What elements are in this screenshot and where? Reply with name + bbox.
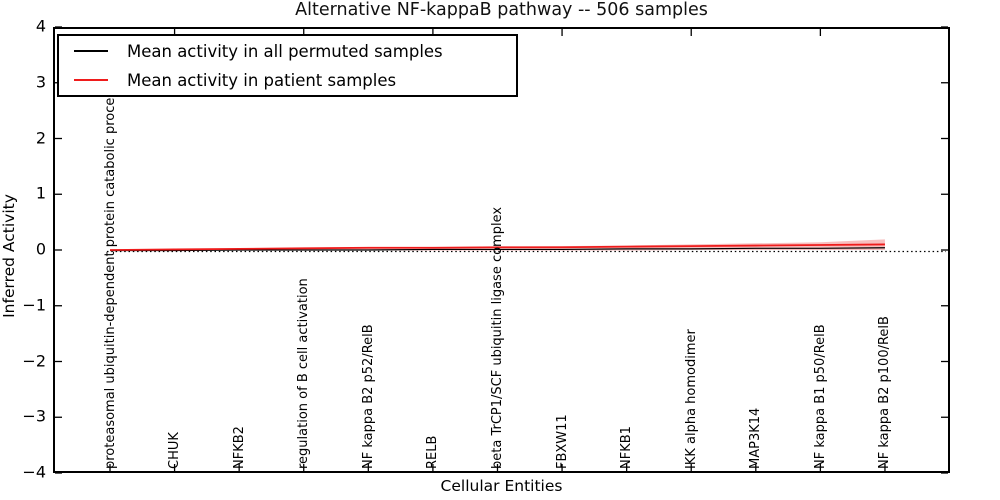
x-tick-label: RELB (425, 435, 441, 469)
chart-title: Alternative NF-kappaB pathway -- 506 sam… (295, 0, 708, 20)
y-tick-label: −1 (22, 295, 46, 315)
x-tick-label: CHUK (167, 432, 183, 469)
legend-line-sample (74, 79, 108, 81)
y-tick-label: −4 (22, 462, 46, 482)
x-tick-label: NFKB2 (231, 426, 247, 469)
x-tick-label: IKK alpha homodimer (683, 329, 699, 469)
y-tick-label: 2 (35, 128, 46, 148)
legend-label: Mean activity in patient samples (127, 70, 397, 90)
y-tick-label: 3 (35, 72, 46, 92)
x-tick-label: MAP3K14 (748, 407, 764, 469)
y-tick-label: 0 (35, 239, 46, 259)
y-tick-label: 4 (35, 16, 46, 36)
y-tick-label: −2 (22, 351, 46, 371)
x-tick-label: NF kappa B2 p52/RelB (360, 324, 376, 469)
legend-box: Mean activity in all permuted samples Mea… (57, 34, 518, 97)
legend-item: Mean activity in all permuted samples (59, 40, 516, 62)
x-tick-label: proteasomal ubiquitin-dependent protein … (102, 84, 118, 469)
legend-item: Mean activity in patient samples (59, 69, 516, 91)
x-tick-label: FBXW11 (554, 414, 570, 469)
x-axis-label: Cellular Entities (440, 477, 563, 495)
y-tick-label: 1 (35, 183, 46, 203)
y-axis-label: Inferred Activity (0, 194, 18, 318)
x-tick-label: NF kappa B2 p100/RelB (877, 316, 893, 469)
y-tick-label: −3 (22, 406, 46, 426)
x-tick-label: NF kappa B1 p50/RelB (812, 324, 828, 469)
legend-label: Mean activity in all permuted samples (127, 41, 443, 61)
x-tick-label: regulation of B cell activation (296, 278, 312, 469)
x-tick-label: NFKB1 (619, 426, 635, 469)
x-tick-label: beta TrCP1/SCF ubiquitin ligase complex (489, 206, 505, 469)
legend-line-sample (74, 50, 108, 52)
